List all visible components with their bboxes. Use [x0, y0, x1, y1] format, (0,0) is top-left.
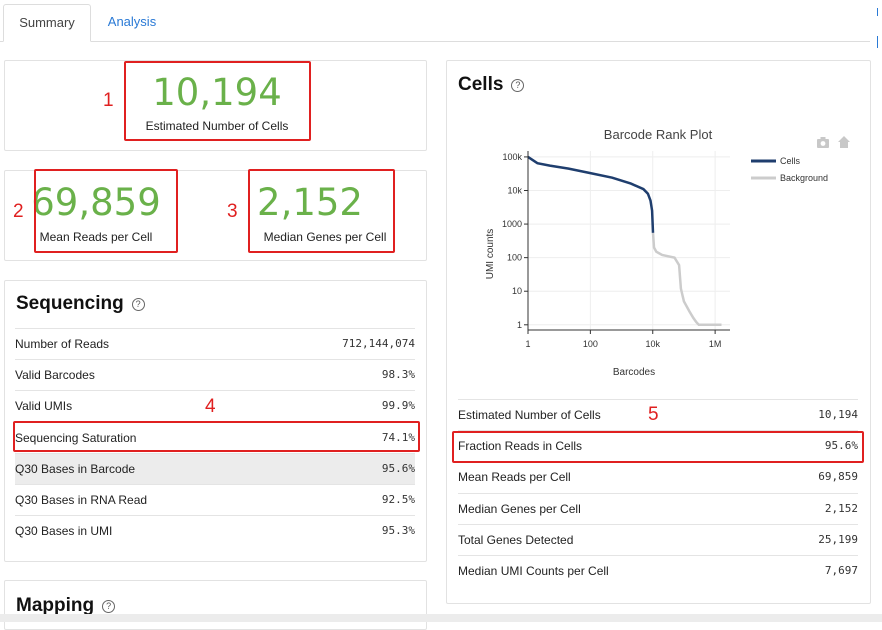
row-value: 95.3% — [381, 524, 415, 538]
chart-series — [527, 155, 722, 327]
annotation-5: 5 — [648, 404, 659, 425]
table-row: Sequencing Saturation 74.1% — [15, 421, 415, 453]
tab-bar: Summary Analysis — [0, 0, 882, 42]
x-tick-label: 1M — [709, 339, 722, 349]
table-row: Fraction Reads in Cells 95.6% — [458, 430, 858, 461]
median-genes-label: Median Genes per Cell — [263, 230, 387, 244]
tab-summary[interactable]: Summary — [3, 4, 91, 42]
chart-grid — [527, 151, 730, 330]
row-value: 2,152 — [824, 501, 858, 515]
table-row: Median UMI Counts per Cell 7,697 — [458, 555, 858, 586]
table-row: Q30 Bases in UMI 95.3% — [15, 515, 415, 546]
row-value: 69,859 — [818, 470, 858, 484]
sequencing-title-text: Sequencing — [16, 293, 124, 314]
row-label: Q30 Bases in UMI — [15, 524, 113, 539]
y-tick-label: 10k — [507, 185, 522, 195]
estimated-cells-value: 10,194 — [152, 71, 282, 114]
row-label: Valid Barcodes — [15, 368, 95, 383]
row-value: 7,697 — [824, 564, 858, 577]
question-circle-icon[interactable]: ? — [102, 599, 116, 613]
x-tick-label: 10k — [645, 339, 660, 349]
row-value: 95.6% — [381, 461, 415, 475]
y-tick-label: 10 — [512, 286, 522, 296]
x-tick-label: 100 — [583, 339, 598, 349]
annotation-2: 2 — [13, 201, 24, 222]
question-circle-icon[interactable]: ? — [131, 297, 145, 311]
mapping-title-text: Mapping — [16, 595, 95, 616]
table-row: Number of Reads 712,144,074 — [15, 328, 415, 359]
row-value: 712,144,074 — [342, 337, 415, 350]
table-row: Valid UMIs 99.9% — [15, 390, 415, 421]
mean-reads-label: Mean Reads per Cell — [39, 230, 153, 244]
horizontal-scrollbar[interactable] — [0, 614, 882, 622]
row-value: 92.5% — [381, 493, 415, 506]
row-value: 99.9% — [381, 399, 415, 413]
tab-divider — [0, 41, 870, 42]
table-row: Valid Barcodes 98.3% — [15, 359, 415, 390]
cells-card: Cells ? — [446, 60, 871, 604]
median-genes-value: 2,152 — [257, 181, 363, 224]
y-tick-label: 100k — [502, 152, 522, 162]
row-label: Sequencing Saturation — [15, 430, 137, 445]
row-label: Estimated Number of Cells — [458, 408, 601, 422]
table-row: Total Genes Detected 25,199 — [458, 523, 858, 555]
y-tick-label: 1 — [517, 320, 522, 330]
series-line-cells — [527, 155, 655, 233]
estimated-cells-card: 10,194 Estimated Number of Cells — [4, 60, 427, 151]
camera-icon[interactable] — [817, 137, 829, 148]
chart-legend: Cells Background — [751, 156, 828, 183]
row-value: 25,199 — [818, 532, 858, 546]
chart-title: Barcode Rank Plot — [604, 127, 713, 142]
estimated-cells-label: Estimated Number of Cells — [145, 119, 289, 133]
row-label: Valid UMIs — [15, 399, 73, 414]
mapping-card: Mapping ? — [4, 580, 427, 630]
mapping-title: Mapping ? — [16, 595, 116, 617]
row-value: 74.1% — [381, 430, 415, 444]
row-value: 10,194 — [818, 408, 858, 421]
cells-title-text: Cells — [458, 74, 504, 95]
series-line-background — [651, 232, 722, 327]
row-label: Total Genes Detected — [458, 532, 574, 547]
mean-reads-value: 69,859 — [31, 181, 161, 224]
chart-ticks: 1 100 10k 1M 1 10 100 1000 10k 100k — [502, 152, 721, 349]
x-axis-label: Barcodes — [613, 367, 655, 378]
row-label: Mean Reads per Cell — [458, 470, 571, 485]
row-label: Fraction Reads in Cells — [458, 439, 583, 454]
sequencing-title: Sequencing ? — [16, 293, 145, 315]
row-label: Number of Reads — [15, 337, 110, 351]
scroll-indicator — [877, 8, 878, 16]
row-value: 95.6% — [824, 439, 858, 453]
home-icon[interactable] — [838, 136, 850, 148]
legend-cells[interactable]: Cells — [780, 156, 801, 166]
row-label: Median Genes per Cell — [458, 501, 581, 516]
annotation-4: 4 — [205, 396, 216, 417]
table-row: Mean Reads per Cell 69,859 — [458, 461, 858, 492]
reads-genes-card: 69,859 Mean Reads per Cell 2,152 Median … — [4, 170, 427, 261]
cells-title: Cells ? — [458, 74, 525, 96]
table-row: Median Genes per Cell 2,152 — [458, 492, 858, 524]
row-label: Q30 Bases in RNA Read — [15, 493, 148, 507]
scroll-indicator — [877, 36, 878, 48]
y-tick-label: 100 — [507, 253, 522, 263]
question-circle-icon[interactable]: ? — [511, 78, 525, 92]
annotation-1: 1 — [103, 90, 114, 111]
table-row: Q30 Bases in Barcode 95.6% — [15, 452, 415, 484]
x-tick-label: 1 — [525, 339, 530, 349]
y-axis-label: UMI counts — [485, 229, 496, 280]
table-row: Estimated Number of Cells 10,194 — [458, 399, 858, 430]
legend-background[interactable]: Background — [780, 173, 828, 183]
row-label: Median UMI Counts per Cell — [458, 564, 609, 578]
barcode-rank-plot: Barcode Rank Plot 1 100 10k 1M 1 10 100 1000 10k… — [485, 127, 850, 378]
row-value: 98.3% — [381, 368, 415, 382]
annotation-3: 3 — [227, 201, 238, 222]
y-tick-label: 1000 — [502, 219, 522, 229]
tab-analysis[interactable]: Analysis — [107, 14, 157, 29]
row-label: Q30 Bases in Barcode — [15, 461, 136, 476]
table-row: Q30 Bases in RNA Read 92.5% — [15, 484, 415, 515]
